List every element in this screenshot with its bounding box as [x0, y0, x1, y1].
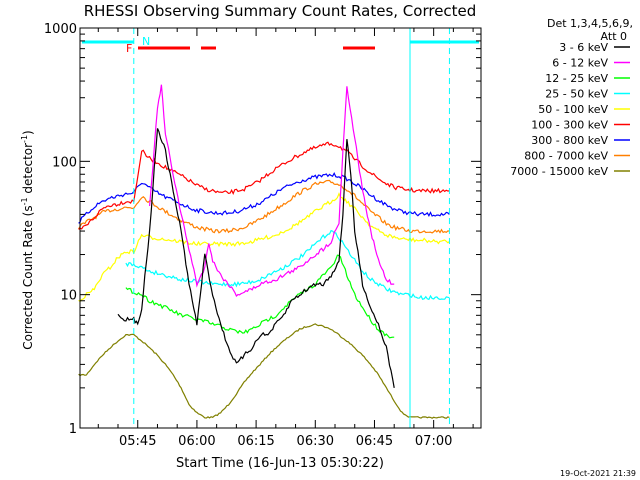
axes: 05:45 06:00 06:15 06:30 06:45 07:00 1 10 100 1000	[44, 22, 481, 449]
legend-label: 6 - 12 keV	[552, 57, 608, 70]
series-5	[78, 141, 450, 230]
legend: 3 - 6 keV 6 - 12 keV 12 - 25 keV 25 - 50 ke…	[510, 41, 630, 178]
night-flag-label: N	[142, 35, 150, 48]
series-line-3	[125, 229, 450, 301]
chart-title: RHESSI Observing Summary Count Rates, Co…	[84, 2, 477, 20]
series-7	[78, 179, 450, 234]
series-line-8	[78, 323, 450, 419]
series-8	[78, 323, 450, 419]
legend-label: 7000 - 15000 keV	[510, 165, 608, 178]
x-tick-label: 06:30	[297, 434, 334, 449]
legend-label: 100 - 300 keV	[531, 119, 608, 132]
series-line-1	[149, 84, 395, 298]
series-2	[125, 254, 395, 339]
y-tick-label: 1	[69, 422, 77, 437]
legend-label: 300 - 800 keV	[531, 134, 608, 147]
y-tick-label: 10	[60, 289, 77, 304]
generation-timestamp: 19-Oct-2021 21:39	[560, 469, 636, 478]
series-line-0	[117, 128, 395, 389]
series-6	[78, 171, 450, 224]
series-1	[149, 84, 395, 298]
x-tick-label: 07:00	[415, 434, 452, 449]
x-axis-label: Start Time (16-Jun-13 05:30:22)	[176, 456, 384, 471]
y-axis-label: Corrected Count Rate (s-1 detector-1)	[20, 130, 35, 349]
x-tick-label: 06:00	[178, 434, 215, 449]
series-0	[117, 128, 395, 389]
series-line-7	[78, 179, 450, 234]
flare-flag-label: F	[126, 42, 132, 55]
series-line-6	[78, 171, 450, 224]
x-tick-label: 05:45	[119, 434, 156, 449]
x-tick-label: 06:15	[237, 434, 274, 449]
series-line-5	[78, 141, 450, 230]
legend-header-detectors: Det 1,3,4,5,6,9,	[547, 17, 633, 30]
y-tick-label: 100	[52, 155, 77, 170]
legend-label: 800 - 7000 keV	[524, 150, 608, 163]
series-4	[78, 192, 450, 303]
legend-label: 12 - 25 keV	[545, 72, 608, 85]
series-line-4	[78, 192, 450, 303]
y-tick-label: 1000	[44, 22, 77, 37]
x-tick-label: 06:45	[356, 434, 393, 449]
plot-frame	[79, 27, 482, 429]
legend-label: 3 - 6 keV	[559, 41, 608, 54]
legend-label: 50 - 100 keV	[538, 103, 608, 116]
series-3	[125, 229, 450, 301]
markers-layer	[82, 28, 479, 428]
legend-label: 25 - 50 keV	[545, 88, 608, 101]
series-layer	[78, 84, 450, 419]
legend-header-attenuator: Att 0	[601, 30, 627, 43]
series-line-2	[125, 254, 395, 339]
